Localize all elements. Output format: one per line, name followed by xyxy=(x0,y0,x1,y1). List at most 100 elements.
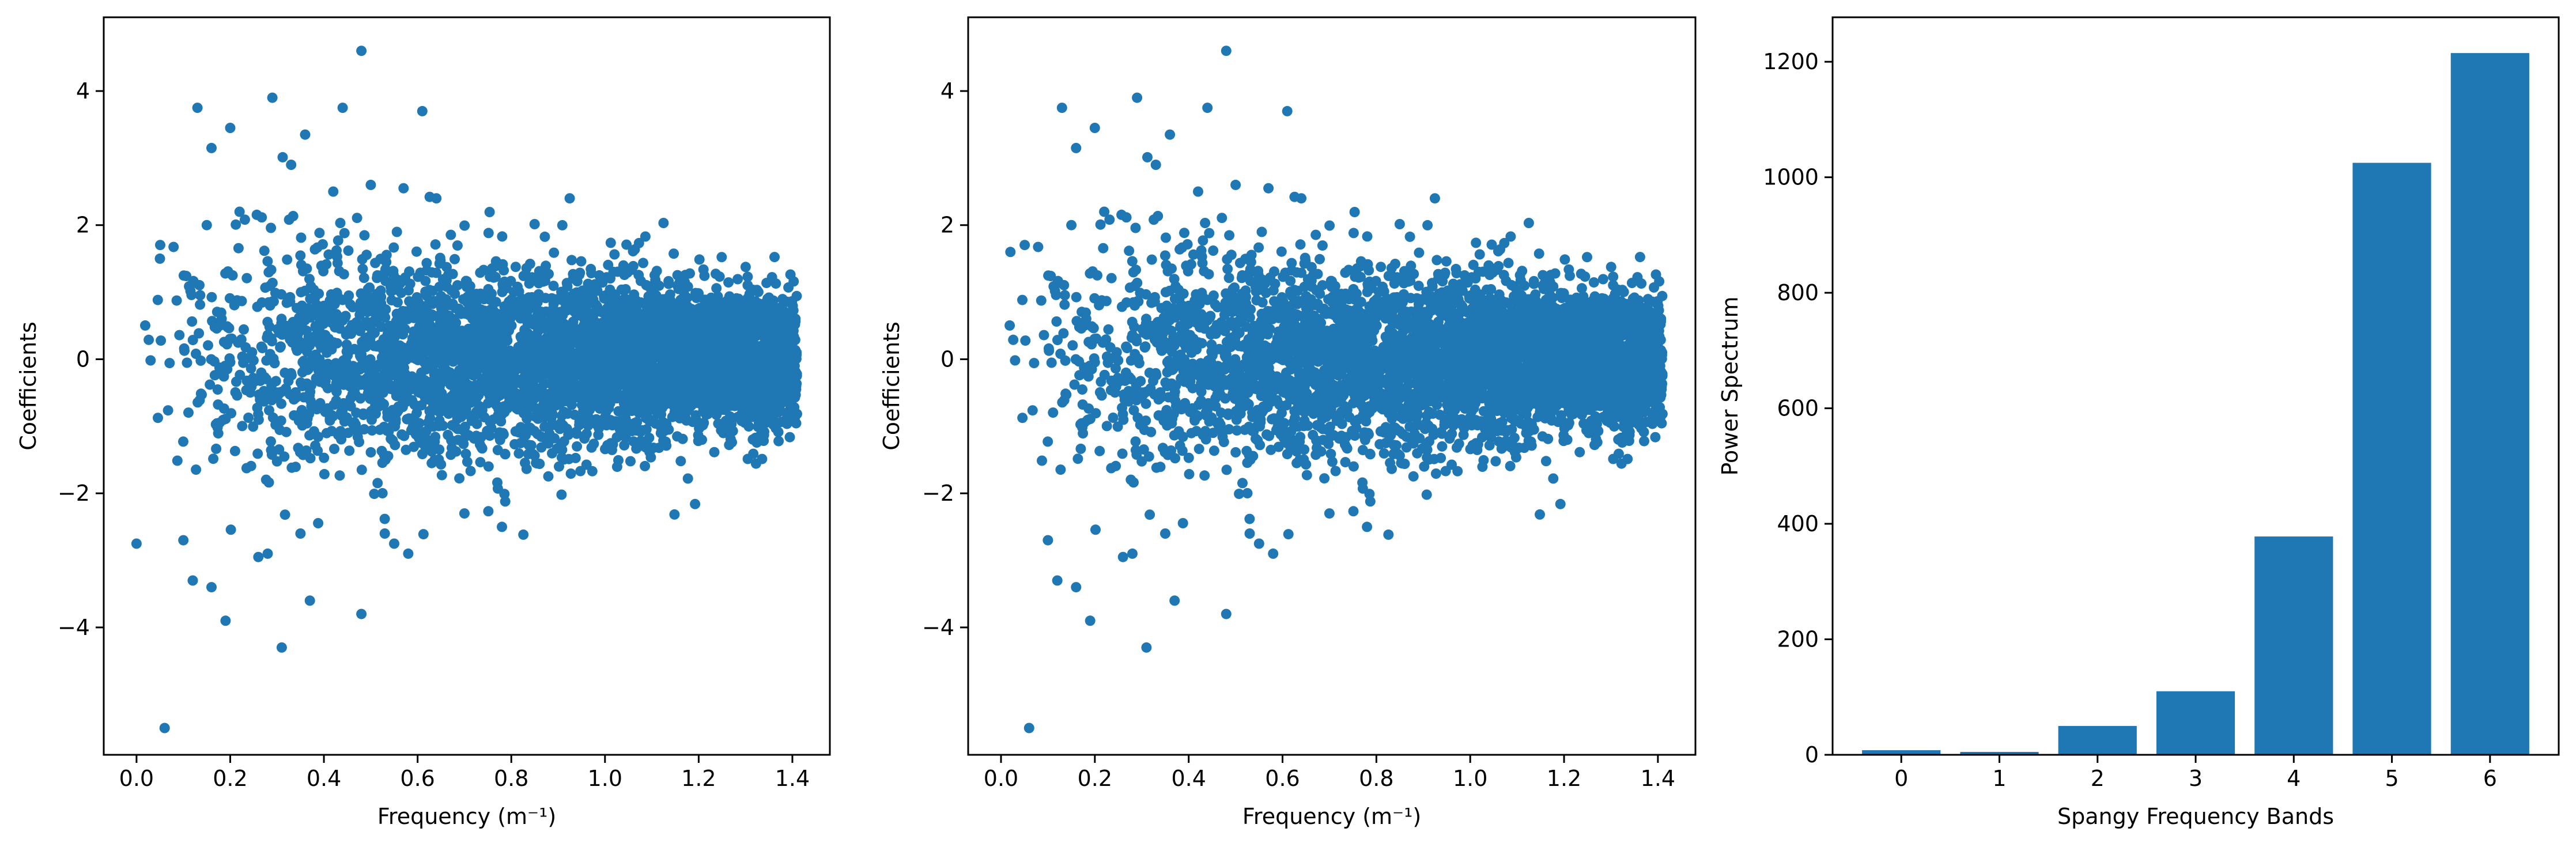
scatter-point xyxy=(266,436,276,447)
scatter-point xyxy=(694,254,705,265)
scatter-point xyxy=(361,249,372,260)
scatter-point xyxy=(335,218,346,228)
scatter-point xyxy=(426,358,437,369)
scatter-point xyxy=(378,334,389,345)
scatter-point xyxy=(519,328,530,339)
scatter-point xyxy=(677,360,688,370)
scatter-point xyxy=(304,390,315,401)
scatter-point xyxy=(334,266,345,277)
scatter-point xyxy=(527,272,538,283)
scatter-point xyxy=(178,270,189,281)
scatter-point xyxy=(672,280,683,291)
scatter-point xyxy=(645,452,656,463)
scatter-point xyxy=(666,387,677,397)
scatter-point-outlier xyxy=(187,575,198,586)
scatter-point xyxy=(469,304,480,315)
scatter-point xyxy=(586,321,597,332)
scatter-point xyxy=(313,518,324,528)
scatter-point xyxy=(404,266,415,277)
scatter-point xyxy=(677,433,688,444)
scatter-point xyxy=(1597,274,1608,285)
scatter-point xyxy=(520,457,530,468)
scatter-point xyxy=(145,355,156,366)
scatter-point xyxy=(791,370,802,381)
scatter-point xyxy=(310,349,321,360)
scatter-point xyxy=(518,380,529,391)
scatter-point xyxy=(330,322,341,333)
scatter-point xyxy=(262,316,273,327)
scatter-point xyxy=(570,452,581,463)
scatter-point xyxy=(304,305,315,316)
scatter-point xyxy=(454,473,465,484)
scatter-point xyxy=(426,457,437,468)
scatter-point xyxy=(723,277,734,288)
scatter-point xyxy=(466,356,477,367)
scatter-point xyxy=(300,339,311,350)
scatter-point xyxy=(329,444,339,455)
scatter-point xyxy=(339,228,350,239)
scatter-point xyxy=(452,280,463,291)
scatter-point xyxy=(377,488,388,498)
scatter-point xyxy=(472,334,483,345)
scatter-point xyxy=(529,426,540,437)
scatter-point-outlier xyxy=(286,160,297,170)
scatter-point xyxy=(594,270,605,281)
scatter-point xyxy=(704,353,715,364)
scatter-point xyxy=(783,318,794,329)
scatter-point xyxy=(531,371,542,382)
scatter-point xyxy=(297,420,308,431)
scatter-point xyxy=(260,474,271,485)
scatter-point xyxy=(755,413,766,423)
scatter-point xyxy=(182,357,192,368)
scatter-point xyxy=(416,367,427,378)
scatter-point xyxy=(645,365,656,376)
scatter-point xyxy=(301,445,312,456)
scatter-point xyxy=(462,292,473,302)
scatter-point xyxy=(390,440,401,451)
scatter-point xyxy=(388,242,399,253)
scatter-point xyxy=(637,376,648,387)
scatter-point xyxy=(566,399,577,410)
scatter-point xyxy=(462,456,473,467)
scatter-point xyxy=(426,347,437,358)
scatter-point xyxy=(500,496,511,507)
scatter-point xyxy=(732,274,743,285)
scatter-point xyxy=(275,342,286,353)
scatter-point xyxy=(597,317,608,328)
scatter-point xyxy=(658,294,668,305)
scatter-point xyxy=(543,438,554,449)
scatter-point xyxy=(1555,498,1566,509)
scatter-point xyxy=(458,438,469,449)
scatter-point xyxy=(232,390,243,401)
scatter-point xyxy=(284,214,294,225)
scatter-point xyxy=(183,407,194,418)
scatter-point xyxy=(434,381,445,392)
scatter-point xyxy=(377,457,388,468)
scatter-point xyxy=(444,330,455,341)
scatter-point xyxy=(539,421,550,432)
scatter-point xyxy=(436,459,447,470)
scatter-point xyxy=(399,324,410,335)
scatter-point xyxy=(208,453,219,464)
scatter-point xyxy=(564,343,575,354)
scatter-points xyxy=(131,46,802,733)
scatter-point xyxy=(295,377,306,388)
scatter-point xyxy=(773,436,784,447)
scatter-point xyxy=(297,357,308,368)
scatter-point xyxy=(256,341,267,352)
scatter-point xyxy=(539,358,550,369)
scatter-point xyxy=(194,395,205,406)
scatter-point xyxy=(179,343,190,354)
scatter-point xyxy=(548,311,559,322)
scatter-point xyxy=(358,408,369,419)
scatter-point xyxy=(561,371,572,382)
scatter-point xyxy=(356,288,367,299)
scatter-point xyxy=(566,255,577,266)
scatter-point xyxy=(361,316,372,327)
scatter-point xyxy=(305,281,316,292)
y-tick-label: 2 xyxy=(76,213,90,238)
scatter-point-outlier xyxy=(220,615,231,626)
scatter-point xyxy=(576,256,587,267)
scatter-point xyxy=(315,368,326,379)
scatter-point xyxy=(450,395,461,406)
